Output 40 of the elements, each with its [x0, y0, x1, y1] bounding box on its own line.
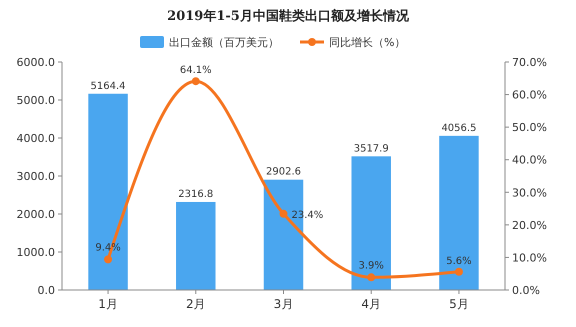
data-label: 5.6% — [446, 256, 472, 267]
data-label: 3.9% — [358, 260, 384, 272]
point — [367, 273, 376, 282]
y2-tick-label: 20.0% — [512, 218, 547, 232]
data-label: 64.1% — [180, 65, 212, 76]
y2-tick-label: 0.0% — [512, 284, 540, 297]
y-tick-label: 1000.0 — [16, 246, 55, 259]
point — [104, 255, 112, 264]
x-tick-label: 3月 — [274, 297, 294, 311]
bar — [88, 94, 128, 290]
point — [280, 210, 288, 218]
bar — [351, 156, 391, 290]
bar — [176, 202, 216, 290]
point — [454, 268, 463, 276]
y-tick-label: 0.0 — [38, 284, 55, 297]
legend-label: 同比增长（%） — [329, 36, 406, 49]
y-tick-label: 3000.0 — [16, 170, 55, 183]
y-tick-label: 6000.0 — [16, 56, 55, 69]
y2-tick-label: 70.0% — [512, 56, 547, 69]
y2-tick-label: 60.0% — [512, 88, 547, 102]
y2-tick-label: 40.0% — [512, 154, 547, 167]
x-tick-label: 2月 — [186, 297, 206, 311]
y-tick-label: 5000.0 — [16, 94, 55, 107]
data-label: 5164.4 — [90, 80, 126, 92]
data-label: 4056.5 — [441, 122, 476, 134]
x-tick-label: 4月 — [361, 297, 382, 311]
x-tick-label: 1月 — [98, 297, 118, 311]
y2-tick-label: 50.0% — [512, 121, 547, 134]
data-label: 2316.8 — [178, 188, 214, 200]
bar — [439, 136, 479, 290]
y-tick-label: 4000.0 — [16, 132, 55, 145]
y-tick-label: 2000.0 — [16, 208, 55, 221]
data-label: 3517.9 — [354, 143, 389, 154]
legend-label: 出口金额（百万美元） — [169, 36, 279, 49]
x-tick-label: 5月 — [449, 297, 469, 311]
data-label: 2902.6 — [266, 166, 301, 178]
chart-title: 2019年1-5月中国鞋类出口额及增长情况 — [167, 8, 410, 24]
point — [192, 77, 200, 86]
y2-tick-label: 30.0% — [512, 186, 547, 200]
y2-tick-label: 10.0% — [512, 251, 547, 264]
